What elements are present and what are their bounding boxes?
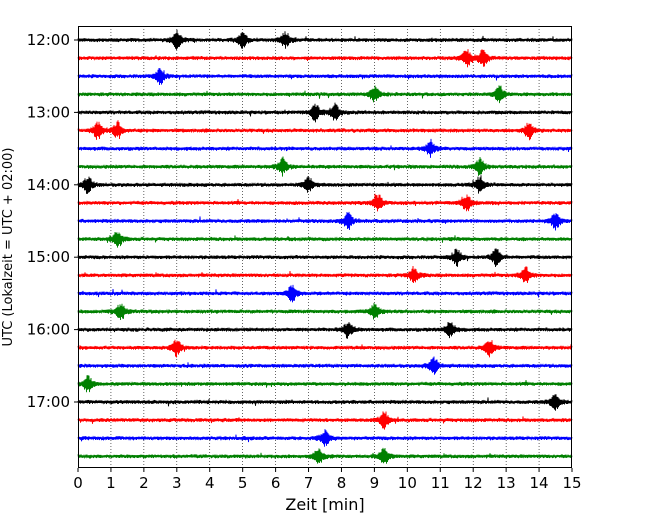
x-tick-label: 6 <box>271 474 281 492</box>
x-axis-label: Zeit [min] <box>285 495 364 514</box>
x-tick-label: 1 <box>106 474 116 492</box>
trace-1415 <box>77 193 573 212</box>
y-tick-label: 14:00 <box>27 176 70 194</box>
x-tick-label: 3 <box>172 474 182 492</box>
trace-1600 <box>77 322 573 339</box>
trace-1245 <box>77 85 573 104</box>
trace-1715 <box>77 411 573 430</box>
y-axis-ticks: 12:00 13:00 14:00 15:00 16:00 17:00 <box>27 31 78 411</box>
x-tick-label: 8 <box>337 474 347 492</box>
trace-1700 <box>77 394 573 411</box>
traces <box>77 29 573 464</box>
trace-1400 <box>77 175 573 194</box>
trace-1445 <box>77 231 573 248</box>
x-tick-label: 7 <box>304 474 314 492</box>
x-tick-label: 5 <box>238 474 248 492</box>
x-tick-label: 9 <box>370 474 380 492</box>
x-tick-label: 13 <box>497 474 516 492</box>
trace-1530 <box>77 284 573 303</box>
x-tick-label: 0 <box>73 474 83 492</box>
y-tick-label: 17:00 <box>27 393 70 411</box>
y-tick-label: 12:00 <box>27 31 70 49</box>
trace-1545 <box>77 302 573 321</box>
trace-1615 <box>77 339 573 358</box>
trace-1200 <box>77 29 573 50</box>
x-tick-label: 2 <box>139 474 149 492</box>
trace-1330 <box>77 138 573 158</box>
trace-1300 <box>77 102 573 123</box>
x-tick-label: 14 <box>530 474 549 492</box>
trace-1430 <box>77 211 573 231</box>
x-axis-ticks: 0 1 2 3 4 5 6 7 8 9 10 11 12 13 14 15 <box>73 468 582 492</box>
trace-1215 <box>77 49 573 68</box>
trace-1645 <box>77 375 573 393</box>
x-tick-label: 4 <box>205 474 215 492</box>
trace-1630 <box>77 356 573 375</box>
trace-1515 <box>77 266 573 284</box>
trace-1500 <box>77 248 573 268</box>
trace-1345 <box>77 156 573 177</box>
trace-1730 <box>77 429 573 447</box>
y-axis-label: UTC (Lokalzeit = UTC + 02:00) <box>1 148 16 347</box>
plot-frame <box>78 26 572 468</box>
x-tick-label: 11 <box>431 474 450 492</box>
trace-1315 <box>77 120 573 141</box>
x-tick-label: 12 <box>464 474 483 492</box>
x-tick-label: 10 <box>398 474 417 492</box>
y-tick-label: 16:00 <box>27 321 70 339</box>
trace-1230 <box>77 68 573 86</box>
trace-1745 <box>77 447 573 464</box>
y-tick-label: 15:00 <box>27 248 70 266</box>
x-tick-label: 15 <box>562 474 581 492</box>
y-tick-label: 13:00 <box>27 103 70 121</box>
